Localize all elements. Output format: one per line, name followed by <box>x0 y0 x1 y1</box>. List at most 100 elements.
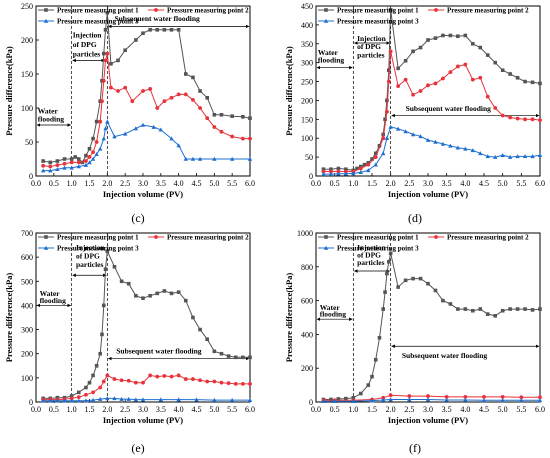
data-point <box>55 395 60 400</box>
data-point <box>373 151 378 156</box>
x-tick-label: 5.5 <box>227 179 237 188</box>
data-point <box>183 156 188 161</box>
data-point <box>155 28 160 32</box>
phase-label: Water <box>318 48 339 57</box>
data-point <box>194 397 199 402</box>
x-tick-label: 4.0 <box>174 405 184 414</box>
data-point <box>162 289 167 293</box>
data-point <box>493 60 497 65</box>
series-line <box>43 374 250 401</box>
x-tick-label: 5.5 <box>516 179 526 188</box>
data-point <box>48 164 53 169</box>
data-point <box>62 398 67 403</box>
data-point <box>80 160 85 165</box>
x-tick-label: 2.5 <box>120 179 130 188</box>
data-point <box>538 81 542 86</box>
data-point <box>482 395 486 399</box>
data-point <box>176 290 181 294</box>
data-point <box>212 156 217 161</box>
data-point <box>212 379 217 384</box>
y-tick-label: 350 <box>301 40 313 49</box>
data-point <box>48 398 53 403</box>
data-point <box>191 377 195 381</box>
data-point <box>500 308 505 313</box>
data-point <box>183 92 188 97</box>
data-point <box>205 379 210 384</box>
data-point <box>463 33 468 38</box>
data-point <box>530 308 535 312</box>
data-point <box>91 390 95 395</box>
data-point <box>523 117 527 122</box>
data-point <box>184 72 188 76</box>
chart-panel-d: 0.0 0.5 1.0 1.5 2.0 2.5 3.0 3.5 4.0 4.5 5.0 5.5 6.0 0… <box>284 2 545 225</box>
data-point <box>519 395 524 400</box>
data-point <box>537 153 543 158</box>
x-tick-label: 4.5 <box>479 405 489 414</box>
data-point <box>109 62 113 66</box>
data-point <box>77 390 81 395</box>
x-axis-label: Injection volume (PV) <box>388 189 468 199</box>
x-tick-label: 6.0 <box>535 405 545 414</box>
x-tick-label: 4.5 <box>479 179 489 188</box>
data-point <box>478 151 483 156</box>
data-point <box>321 398 326 403</box>
data-point <box>69 165 74 170</box>
x-tick-label: 3.5 <box>156 405 166 414</box>
data-point <box>126 281 131 286</box>
legend-marker <box>43 18 49 23</box>
data-point <box>515 116 520 121</box>
data-point <box>84 392 88 397</box>
data-point <box>407 394 412 398</box>
data-point <box>500 395 505 399</box>
data-point <box>385 98 389 103</box>
x-tick-label: 1.0 <box>67 179 77 188</box>
data-point <box>384 136 390 141</box>
data-point <box>190 156 196 161</box>
phase-label: Subsequent water flooding <box>406 104 492 113</box>
data-point <box>98 385 103 390</box>
data-point <box>101 51 106 56</box>
data-point <box>426 38 430 42</box>
data-point <box>40 168 46 173</box>
x-tick-label: 2.5 <box>120 405 130 414</box>
data-point <box>530 117 535 122</box>
data-point <box>55 167 60 171</box>
data-point <box>141 380 145 385</box>
panel-caption: (e) <box>131 441 144 455</box>
legend-label: Pressure measuring point 2 <box>167 234 249 242</box>
y-axis-label: Pressure difference(kPa) <box>4 46 14 136</box>
data-point <box>388 49 393 54</box>
data-point <box>94 140 99 144</box>
x-tick-label: 5.0 <box>498 405 508 414</box>
data-point <box>383 290 387 294</box>
y-tick-label: 100 <box>301 134 313 143</box>
data-point <box>321 169 326 174</box>
x-tick-label: 5.0 <box>209 405 219 414</box>
data-point <box>94 152 99 157</box>
data-point <box>141 89 145 93</box>
data-point <box>373 155 378 160</box>
data-point <box>100 332 104 337</box>
y-tick-label: 100 <box>21 374 33 383</box>
data-point <box>191 75 195 80</box>
legend-marker <box>154 235 158 239</box>
data-point <box>148 87 153 91</box>
x-tick-label: 5.5 <box>227 405 237 414</box>
x-tick-label: 1.5 <box>85 405 95 414</box>
x-tick-label: 2.0 <box>102 405 112 414</box>
x-tick-label: 3.5 <box>156 179 166 188</box>
phase-label: Water <box>38 106 59 115</box>
data-point <box>219 380 224 385</box>
series-2 <box>41 373 252 402</box>
data-point <box>359 391 363 396</box>
data-point <box>100 99 104 104</box>
x-tick-label: 4.5 <box>192 179 202 188</box>
data-point <box>126 396 131 401</box>
legend-marker <box>43 245 49 250</box>
data-point <box>463 62 468 67</box>
data-point <box>98 119 103 124</box>
data-point <box>485 154 490 159</box>
legend-marker <box>44 8 48 12</box>
phase-label: flooding <box>38 115 65 124</box>
data-point <box>73 155 78 159</box>
